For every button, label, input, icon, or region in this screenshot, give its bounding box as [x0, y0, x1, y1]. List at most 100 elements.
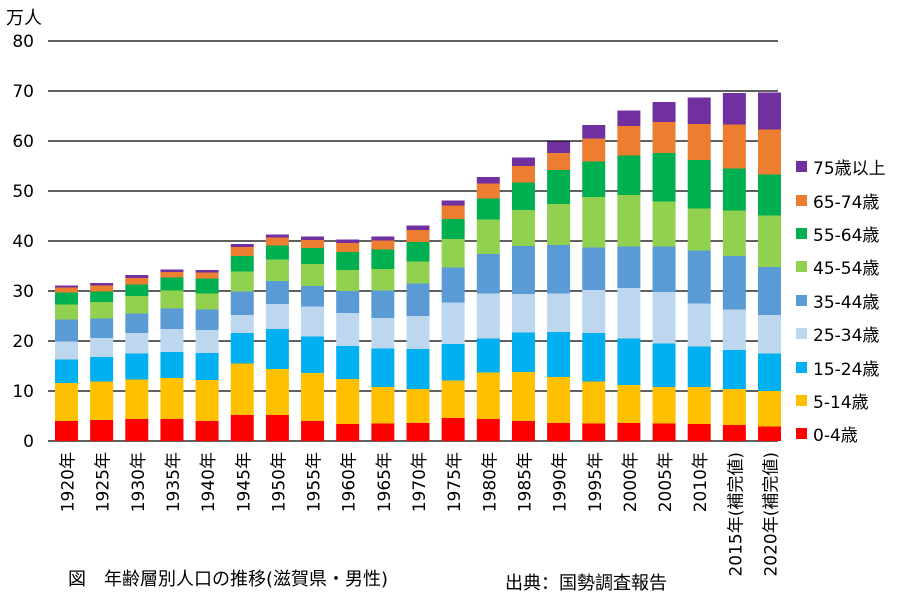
bar-segment	[652, 201, 676, 247]
bar-segment	[511, 246, 535, 294]
y-tick-label: 50	[12, 182, 34, 202]
bar-segment	[582, 125, 606, 139]
bar-segment	[125, 333, 149, 354]
bar-segment	[301, 240, 325, 248]
bar-segment	[195, 272, 219, 279]
y-tick-label: 30	[12, 282, 34, 302]
bar-segment	[90, 283, 114, 286]
bar-segment	[687, 250, 711, 304]
legend-swatch	[796, 194, 807, 206]
bar-segment	[90, 302, 114, 319]
bar-segment	[722, 256, 746, 310]
bar-segment	[90, 357, 114, 382]
bar-segment	[722, 124, 746, 169]
bar-segment	[547, 245, 571, 294]
bar-segment	[160, 290, 184, 309]
bar-segment	[476, 198, 500, 220]
bar-segment	[441, 344, 465, 381]
bar-segment	[301, 286, 325, 307]
bar-segment	[758, 315, 781, 354]
bar-segment	[160, 378, 184, 419]
legend-label: 15-24歳	[813, 359, 880, 380]
bar-segment	[230, 315, 254, 333]
bar-segment	[687, 124, 711, 160]
legend-label: 25-34歳	[813, 326, 880, 347]
bar-segment	[336, 291, 360, 313]
bar-segment	[336, 424, 360, 441]
y-tick-label: 0	[23, 432, 34, 452]
bar-segment	[582, 197, 606, 248]
bar-segment	[90, 291, 114, 302]
bar-segment	[336, 239, 360, 243]
bar-segment	[582, 381, 606, 424]
bar-segment	[722, 93, 746, 125]
bar-segment	[687, 303, 711, 347]
legend-item: 65-74歳	[796, 183, 886, 216]
x-tick-label: 1925年	[94, 452, 114, 512]
bar-segment	[55, 341, 78, 360]
bar-segment	[195, 380, 219, 421]
bar-segment	[265, 245, 289, 260]
bar-segment	[125, 296, 149, 314]
bar-segment	[265, 415, 289, 441]
bar-segment	[441, 418, 465, 441]
bar-segment	[230, 244, 254, 247]
bar-segment	[441, 200, 465, 206]
bar-segment	[582, 247, 606, 290]
x-tick-label: 1985年	[515, 452, 535, 512]
bar-segment	[336, 346, 360, 379]
x-tick-label: 2010年	[691, 452, 711, 512]
legend-label: 35-44歳	[813, 292, 880, 313]
bar-segment	[617, 126, 641, 156]
bar-segment	[722, 210, 746, 256]
bar-segment	[160, 269, 184, 272]
bar-segment	[371, 290, 395, 318]
bar-segment	[265, 234, 289, 238]
legend-swatch	[796, 227, 807, 239]
bar-segment	[195, 309, 219, 330]
legend-swatch	[796, 428, 807, 440]
bar-segment	[406, 423, 430, 441]
x-tick-label: 1950年	[269, 452, 289, 512]
bar-segment	[441, 380, 465, 418]
bar-segment	[476, 183, 500, 199]
bar-segment	[476, 419, 500, 441]
bar-segment	[476, 219, 500, 254]
bar-segment	[758, 215, 781, 267]
bar-segment	[582, 290, 606, 333]
bar-segment	[160, 352, 184, 378]
bar-segment	[511, 421, 535, 441]
bar-segment	[722, 168, 746, 211]
x-tick-label: 1945年	[234, 452, 254, 512]
bar-segment	[476, 254, 500, 294]
bar-segment	[336, 252, 360, 270]
y-tick-label: 20	[12, 332, 34, 352]
bar-segment	[758, 267, 781, 315]
bar-segment	[301, 236, 325, 240]
bar-segment	[652, 153, 676, 202]
bar-segment	[195, 421, 219, 441]
legend-swatch	[796, 361, 807, 373]
bar-segment	[652, 343, 676, 387]
bar-segment	[547, 332, 571, 377]
bar-segment	[547, 423, 571, 441]
y-tick-label: 40	[12, 232, 34, 252]
bar-segment	[511, 332, 535, 372]
bar-segment	[195, 293, 219, 310]
bar-segment	[230, 333, 254, 364]
legend-swatch	[796, 328, 807, 340]
legend-label: 5-14歳	[813, 392, 869, 413]
bar-segment	[230, 415, 254, 441]
bar-segment	[125, 278, 149, 285]
bar-segment	[582, 423, 606, 441]
bar-segment	[336, 270, 360, 291]
bar-segment	[90, 318, 114, 338]
bar-segment	[441, 219, 465, 239]
x-tick-label: 1995年	[586, 452, 606, 512]
bar-segment	[55, 285, 78, 288]
bar-segment	[55, 359, 78, 383]
legend: 75歳以上 65-74歳 55-64歳 45-54歳 35-44歳 25-34歳 15-24…	[796, 150, 886, 451]
bar-segment	[547, 153, 571, 170]
bar-segment	[160, 329, 184, 352]
bar-segment	[687, 346, 711, 387]
